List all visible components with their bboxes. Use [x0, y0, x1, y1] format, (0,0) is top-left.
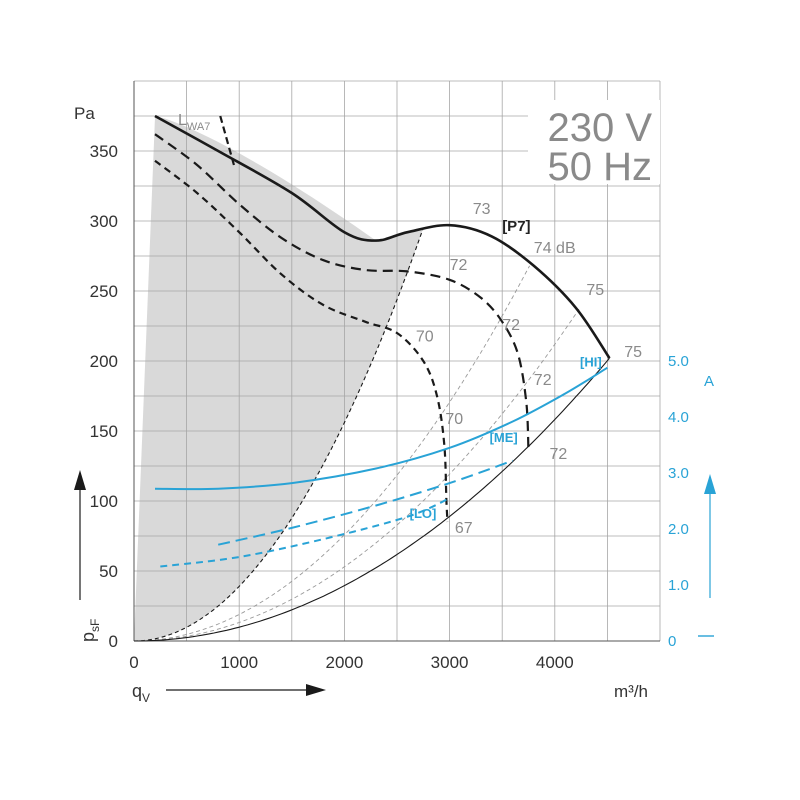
x-axis-arrow-icon [306, 684, 326, 696]
pressure-curve-2 [154, 133, 530, 453]
y-axis-arrow-icon [74, 470, 86, 490]
sound-level-label: 75 [586, 282, 604, 299]
sound-level-label: 74 dB [534, 240, 576, 257]
series-labels: [P7] [HI] [ME] [LO] [410, 218, 602, 521]
sound-power-label: LWA7 [178, 112, 210, 133]
sound-level-label: 72 [550, 446, 568, 463]
non-recommended-region [134, 116, 424, 641]
y-tick-label: 50 [99, 562, 118, 581]
header-background [528, 100, 660, 184]
sound-marker-line [219, 115, 235, 166]
system-curve-1 [133, 227, 424, 642]
sound-level-label: 73 [473, 201, 491, 218]
y-right-tick-label: 0 [668, 633, 676, 650]
current-curve-1 [154, 366, 608, 491]
x-axis-symbol: q [132, 681, 142, 701]
sound-level-label: 72 [502, 317, 520, 334]
sound-level-label: 75 [624, 344, 642, 361]
series-label-p7: [P7] [502, 218, 530, 235]
sound-power-symbol: L [178, 112, 187, 129]
y-axis-label: psF [78, 619, 102, 642]
current-curve-3 [160, 497, 451, 568]
y-axis-symbol: p [78, 632, 98, 642]
series-label-hi: [HI] [580, 355, 602, 370]
x-tick-label: 1000 [220, 653, 258, 672]
current-curve-2 [217, 459, 514, 546]
supply-voltage: 230 V [547, 106, 652, 150]
grid [133, 80, 661, 642]
x-axis-label: qV [132, 681, 150, 705]
sound-level-labels: 73 74 dB 75 75 72 72 72 72 70 70 67 [416, 201, 642, 537]
x-axis-subscript: V [142, 691, 150, 705]
y-tick-label: 150 [90, 422, 118, 441]
sound-level-label: 70 [416, 328, 434, 345]
system-curves [133, 227, 610, 642]
y-right-arrow-icon [704, 474, 716, 494]
y-tick-label: 300 [90, 212, 118, 231]
y-left-unit: Pa [74, 104, 95, 123]
y-right-tick-label: 3.0 [668, 465, 689, 482]
y-tick-label: 200 [90, 352, 118, 371]
y-tick-label: 250 [90, 282, 118, 301]
current-curves [154, 366, 608, 568]
y-right-tick-label: 4.0 [668, 409, 689, 426]
sound-level-label: 67 [455, 520, 473, 537]
y-tick-label: 0 [109, 632, 118, 651]
y-right-tick-label: 1.0 [668, 577, 689, 594]
y-right-tick-label: 5.0 [668, 353, 689, 370]
x-tick-label: 0 [129, 653, 138, 672]
x-tick-label: 4000 [536, 653, 574, 672]
supply-frequency: 50 Hz [548, 145, 653, 189]
sound-level-label: 72 [534, 372, 552, 389]
series-label-me: [ME] [490, 430, 518, 445]
y-axis-subscript: sF [88, 619, 102, 632]
x-tick-label: 3000 [431, 653, 469, 672]
pressure-curve-1 [154, 114, 611, 359]
y-right-unit: A [704, 373, 714, 390]
system-curve-4 [134, 357, 610, 642]
y-right-tick-label: 2.0 [668, 521, 689, 538]
x-tick-label: 2000 [325, 653, 363, 672]
sound-power-subscript: WA7 [187, 121, 210, 133]
sound-level-label: 70 [445, 411, 463, 428]
y-axis-label-group: psF [78, 619, 102, 642]
series-label-lo: [LO] [410, 506, 437, 521]
y-tick-label: 350 [90, 142, 118, 161]
y-tick-label: 100 [90, 492, 118, 511]
system-curve-2 [134, 265, 530, 642]
x-unit: m³/h [614, 682, 648, 701]
axis-ticks: 0 1000 2000 3000 4000 0 50 100 150 200 250 300 350 0 1… [90, 142, 689, 672]
sound-level-label: 72 [450, 257, 468, 274]
